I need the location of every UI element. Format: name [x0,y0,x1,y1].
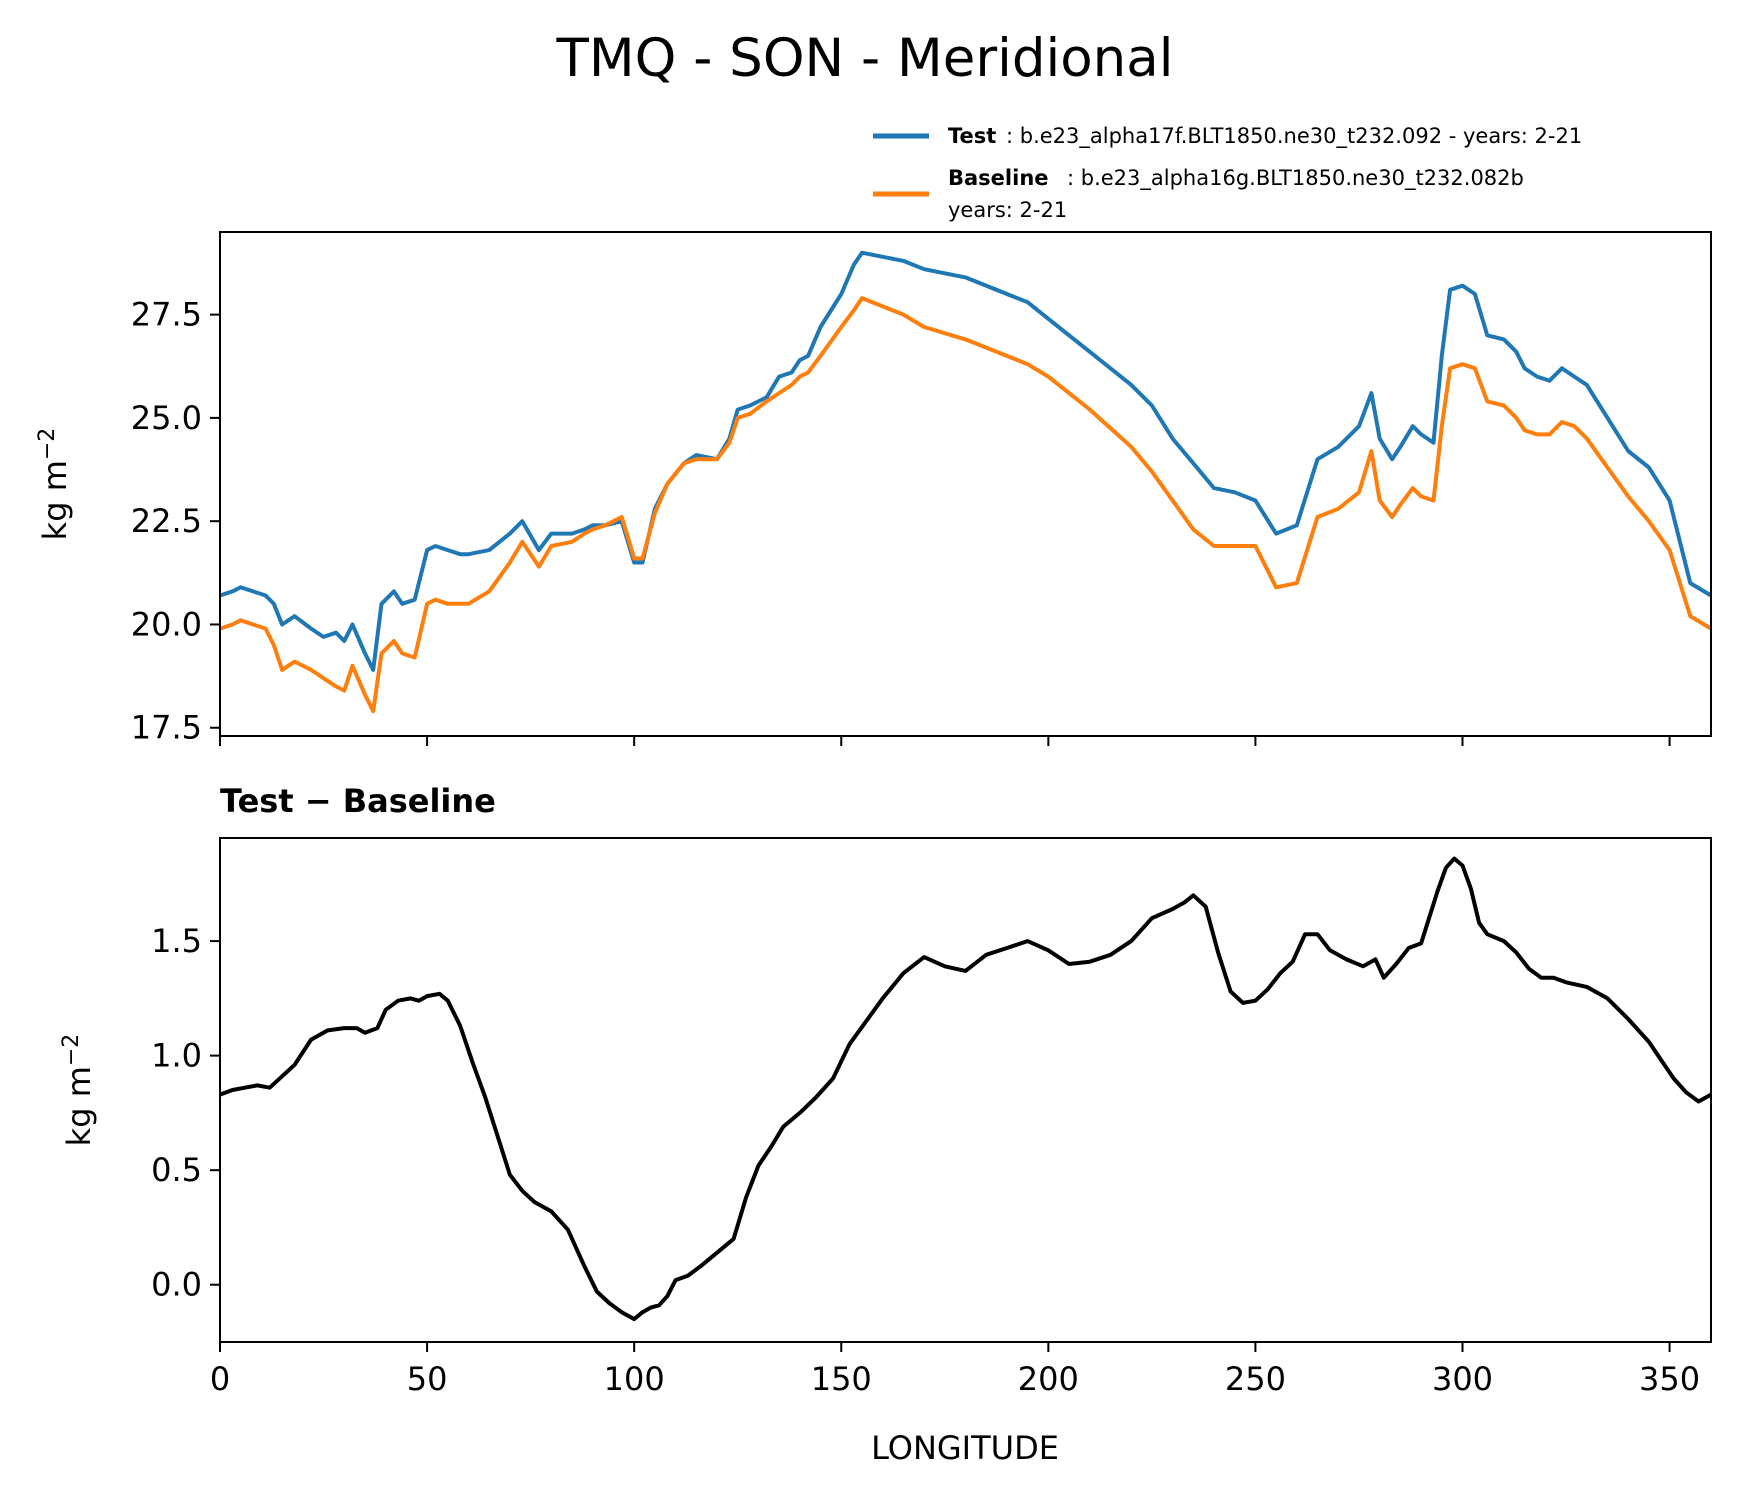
top-series [219,250,1713,714]
bottom-xtick-label: 100 [604,1360,665,1398]
bottom-xtick-label: 150 [811,1360,872,1398]
bottom-xtick-label: 50 [407,1360,448,1398]
bottom-ylabel: kg m−2 [59,1034,98,1147]
top-ytick-label: 17.5 [131,709,202,747]
panel-top: 17.5 20.0 22.5 25.0 27.5 kg m−2 [35,231,1713,747]
bottom-xtick-label: 250 [1225,1360,1286,1398]
top-ylabel: kg m−2 [35,428,74,541]
top-ytick-label: 27.5 [131,296,202,334]
top-axes-frame [219,231,1712,737]
top-ytick-label: 20.0 [131,605,202,643]
top-yticks: 17.5 20.0 22.5 25.0 27.5 [131,296,220,747]
legend-baseline-years: years: 2-21 [948,198,1067,222]
panel-bottom: Test − Baseline 0.0 0.5 1.0 1.5 0 50 100 150 20… [59,782,1712,1467]
legend-test-text: : b.e23_alpha17f.BLT1850.ne30_t232.092 -… [1006,124,1582,149]
legend-baseline-name: Baseline [948,166,1049,190]
top-series-line-test [219,250,1713,672]
bottom-series [219,856,1712,1322]
top-ytick-label: 25.0 [131,399,202,437]
bottom-xtick-label: 350 [1639,1360,1700,1398]
legend: Test : b.e23_alpha17f.BLT1850.ne30_t232.… [873,124,1582,222]
x-axis-label: LONGITUDE [871,1429,1059,1467]
bottom-xtick-label: 0 [210,1360,230,1398]
top-xticks [219,736,1671,746]
legend-test-name: Test [948,124,996,148]
bottom-ytick-label: 0.0 [151,1266,202,1304]
bottom-xticks: 0 50 100 150 200 250 300 350 [210,1342,1700,1398]
top-ytick-label: 22.5 [131,502,202,540]
bottom-series-line-difference [219,856,1712,1322]
bottom-ytick-label: 1.0 [151,1037,202,1075]
bottom-yticks: 0.0 0.5 1.0 1.5 [151,922,220,1304]
bottom-xtick-label: 200 [1018,1360,1079,1398]
bottom-axes-frame [219,837,1712,1343]
legend-baseline-text: : b.e23_alpha16g.BLT1850.ne30_t232.082b [1067,166,1524,191]
bottom-xtick-label: 300 [1432,1360,1493,1398]
bottom-ytick-label: 1.5 [151,922,202,960]
bottom-panel-title: Test − Baseline [220,782,496,820]
bottom-ytick-label: 0.5 [151,1151,202,1189]
figure-title: TMQ - SON - Meridional [556,28,1174,89]
top-series-line-baseline [219,296,1713,714]
